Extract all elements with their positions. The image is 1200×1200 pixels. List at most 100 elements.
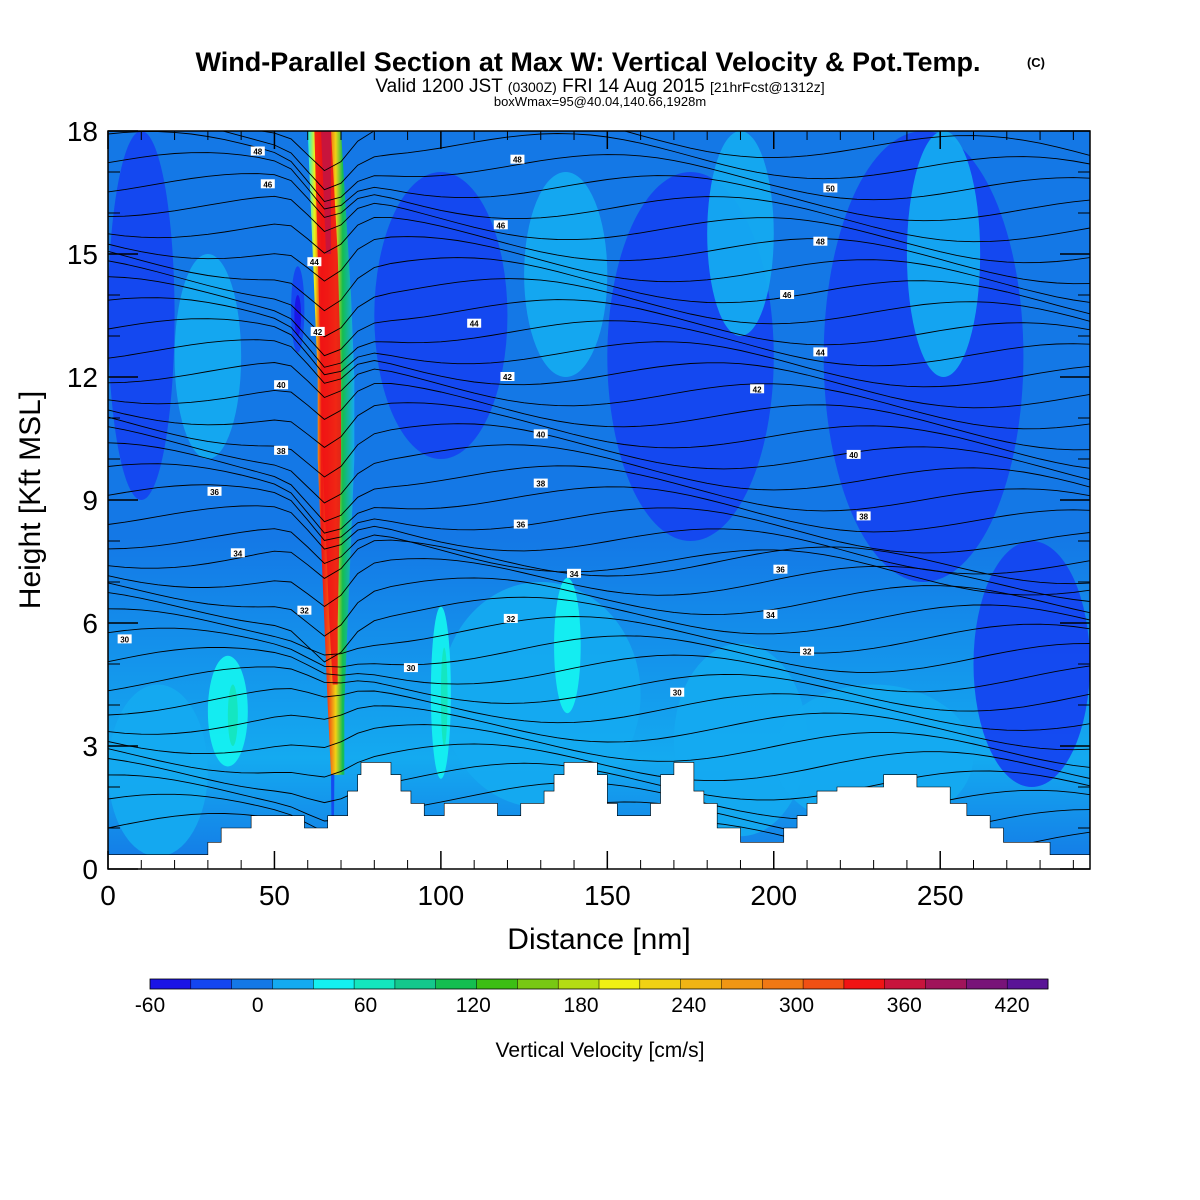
contour-label: 50 xyxy=(826,184,835,193)
colorbar-swatch xyxy=(313,979,355,989)
colorbar-swatch xyxy=(394,979,437,989)
contour-label: 48 xyxy=(816,238,825,247)
velocity-patch xyxy=(108,131,175,500)
contour-label: 38 xyxy=(536,480,545,489)
theta-contour xyxy=(108,442,1090,523)
contour-label: 38 xyxy=(277,447,286,456)
contour-label: 46 xyxy=(496,221,505,230)
colorbar-swatch xyxy=(762,979,804,989)
x-tick-label: 50 xyxy=(259,880,290,911)
contour-label: 40 xyxy=(536,430,545,439)
x-tick-label: 200 xyxy=(750,880,797,911)
colorbar-swatch xyxy=(476,979,518,989)
colorbar-swatch xyxy=(925,979,967,989)
theta-contour xyxy=(108,152,1090,222)
theta-contour xyxy=(108,688,1090,731)
contour-label: 34 xyxy=(766,611,775,620)
velocity-patch xyxy=(707,131,774,336)
contour-label-box xyxy=(567,568,582,578)
theta-contour xyxy=(108,705,1090,751)
theta-contour xyxy=(108,131,1090,203)
contour-label-box xyxy=(307,257,322,267)
theta-contour xyxy=(108,484,1090,554)
contour-label: 32 xyxy=(506,615,515,624)
chart-subtitle-2: boxWmax=95@40.04,140.66,1928m xyxy=(494,94,706,109)
colorbar-tick-label: 60 xyxy=(354,994,377,1017)
velocity-patch xyxy=(440,647,448,746)
colorbar-swatch xyxy=(190,979,233,989)
theta-contour xyxy=(108,362,1090,430)
theta-contour xyxy=(108,217,1090,285)
theta-contour xyxy=(108,539,1090,585)
contour-label-box xyxy=(230,548,245,558)
contour-label-box xyxy=(403,663,418,673)
contour-label: 40 xyxy=(849,451,858,460)
contour-label-box xyxy=(500,372,515,381)
contour-label-box xyxy=(207,486,222,496)
theta-contour xyxy=(108,236,1090,303)
theta-contour xyxy=(108,627,1090,673)
y-tick-label: 9 xyxy=(82,485,98,516)
chart-title: Wind-Parallel Section at Max W: Vertical… xyxy=(196,47,981,77)
contour-label-box xyxy=(763,609,778,619)
colorbar-tick-label: 240 xyxy=(671,994,706,1017)
theta-contour xyxy=(108,608,1090,656)
contour-label: 48 xyxy=(513,156,522,165)
contour-label-box xyxy=(513,519,528,529)
velocity-patch xyxy=(554,577,581,714)
contour-label: 30 xyxy=(120,635,129,644)
contour-label: 30 xyxy=(406,664,415,673)
contour-label-box xyxy=(493,220,508,230)
colorbar-swatch xyxy=(803,979,845,989)
theta-contour xyxy=(108,250,1090,315)
contour-label-box xyxy=(533,478,548,488)
contour-label-box xyxy=(856,511,871,521)
theta-contour xyxy=(221,131,1090,191)
contour-label: 44 xyxy=(816,348,825,357)
colorbar-tick-label: 120 xyxy=(456,994,491,1017)
subtitle-valid: Valid 1200 JST xyxy=(375,76,503,97)
contour-label: 36 xyxy=(516,521,525,530)
contour-label-box xyxy=(823,183,838,193)
colorbar-tick-label: 0 xyxy=(252,994,264,1017)
theta-contour xyxy=(108,416,1090,481)
contour-label-box xyxy=(117,634,132,644)
y-axis-label: Height [Kft MSL] xyxy=(14,391,47,609)
contour-label: 34 xyxy=(570,570,579,579)
copyright-mark: (C) xyxy=(1027,55,1045,70)
x-tick-label: 100 xyxy=(418,880,465,911)
contour-label: 36 xyxy=(210,488,219,497)
velocity-patch xyxy=(207,655,248,767)
theta-contour xyxy=(108,426,1090,504)
colorbar-swatch xyxy=(558,979,600,989)
contour-label-box xyxy=(310,326,325,336)
velocity-patch xyxy=(294,295,302,336)
contour-label-box xyxy=(773,564,788,574)
subtitle-fcst: [21hrFcst@1312z] xyxy=(710,79,825,95)
chart-subtitle: Valid 1200 JST (0300Z) FRI 14 Aug 2015 [… xyxy=(375,76,824,97)
contour-label-box xyxy=(813,236,828,246)
contour-label-box xyxy=(274,380,289,390)
y-tick-label: 18 xyxy=(67,116,98,147)
velocity-patch xyxy=(973,541,1090,787)
contour-label-box xyxy=(533,429,548,439)
theta-contour xyxy=(108,318,1090,388)
x-axis-label: Distance [nm] xyxy=(507,923,690,956)
theta-contour xyxy=(108,592,1090,663)
theta-contour xyxy=(108,276,1090,357)
x-tick-label: 250 xyxy=(917,880,964,911)
contour-label-box xyxy=(467,318,482,328)
contour-label: 30 xyxy=(673,689,682,698)
colorbar-swatch xyxy=(884,979,927,989)
colorbar-swatch xyxy=(843,979,886,989)
theta-contour-labels: 30 30 30 32 32 32 34 34 34 36 36 36 38 38 38 40 40 40 42 42… xyxy=(117,146,871,698)
colorbar-swatch xyxy=(517,979,559,989)
contour-label-box xyxy=(846,449,861,459)
contour-label-box xyxy=(250,146,265,156)
theta-contour xyxy=(108,505,1090,575)
contour-label-box xyxy=(260,179,275,189)
theta-contour xyxy=(108,195,1090,264)
velocity-patch xyxy=(524,172,608,377)
x-axis: 0 50 100 150 200 250 xyxy=(100,131,1074,911)
